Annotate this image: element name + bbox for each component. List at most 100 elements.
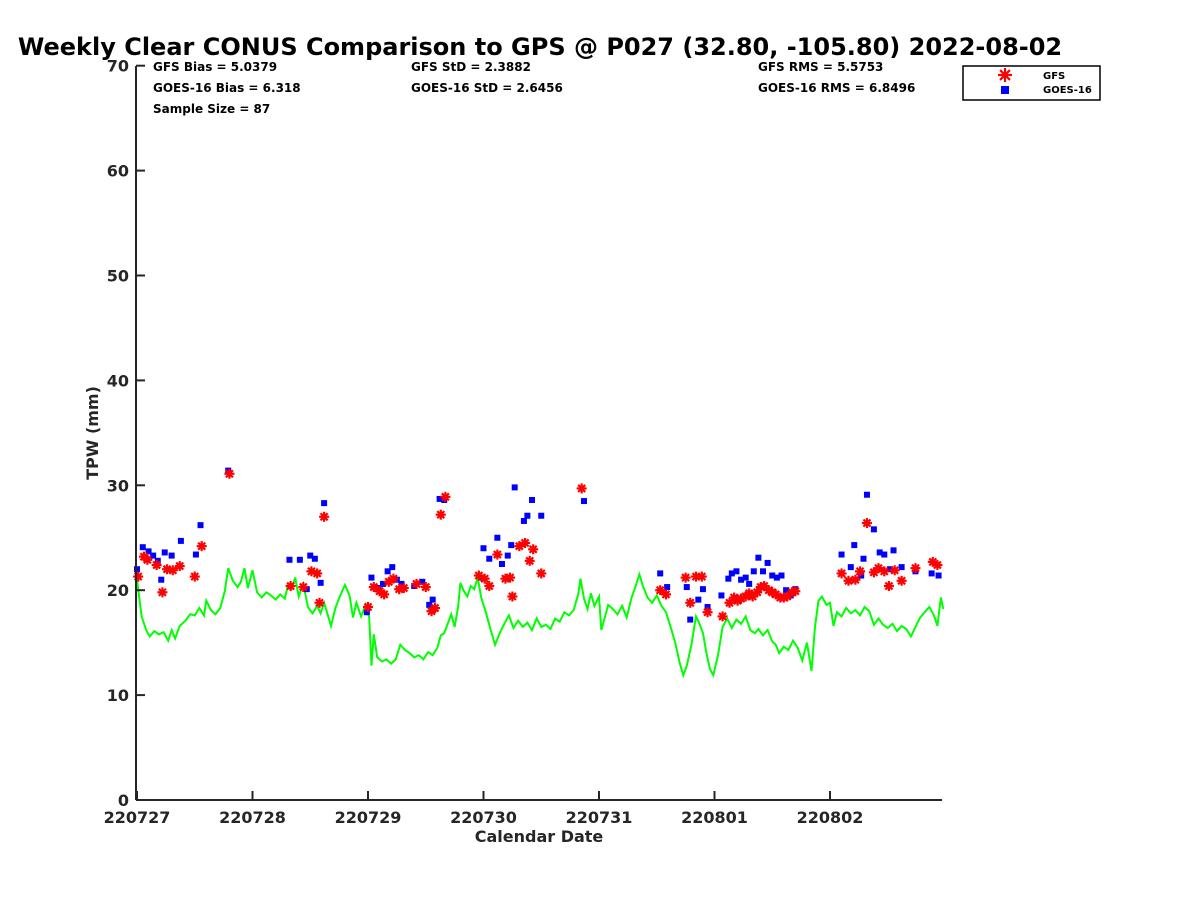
green-line-layer <box>136 567 945 679</box>
goes16-point <box>870 526 877 533</box>
x-tick-label: 220728 <box>219 808 286 827</box>
gfs-point <box>889 565 900 576</box>
y-tick-label: 40 <box>107 371 129 390</box>
goes16-point <box>494 534 501 541</box>
gfs-point <box>435 509 446 520</box>
goes16-point <box>384 568 391 575</box>
goes16-point <box>429 596 436 603</box>
gfs-point-stroke <box>855 567 865 576</box>
x-ticks: 220727 220728 220729 220730 220731 220801 2208… <box>104 791 864 827</box>
goes16-point <box>145 548 152 555</box>
gfs-point-stroke <box>525 556 535 566</box>
goes16-point <box>838 551 845 558</box>
gfs-point-stroke <box>844 576 853 586</box>
goes16-point <box>718 592 725 599</box>
gfs-point-stroke <box>315 598 324 608</box>
goes16-point <box>524 512 531 519</box>
gfs-point-stroke <box>791 586 800 596</box>
goes16-point <box>508 542 515 549</box>
gfs-point <box>883 581 894 592</box>
gfs-point-stroke <box>286 581 295 591</box>
x-tick-label: 220802 <box>797 808 864 827</box>
gfs-point-stroke <box>837 569 846 578</box>
gfs-point-stroke <box>681 573 690 582</box>
stats-annotations: GFS Bias = 5.0379 GFS StD = 2.3882 GFS RMS… <box>153 60 915 116</box>
gfs-point-stroke <box>379 590 389 599</box>
goes16-point <box>296 556 303 563</box>
goes16-point <box>699 586 706 593</box>
goes16-point <box>161 549 168 556</box>
goes16-point <box>881 551 888 558</box>
goes16-point <box>863 491 870 498</box>
gfs-point <box>717 611 728 622</box>
gfs-point-stroke <box>474 571 484 580</box>
goes16-point <box>935 572 942 579</box>
gfs-point <box>484 581 495 592</box>
gfs-point <box>285 581 296 592</box>
gfs-point-stroke <box>421 582 431 592</box>
gfs-point-stroke <box>661 590 671 599</box>
goes16-point <box>928 570 935 577</box>
gfs-point <box>167 565 178 576</box>
gfs-point-stroke <box>363 602 373 612</box>
legend-gfs-marker <box>998 68 1012 82</box>
goes16-point <box>890 547 897 554</box>
gfs-point <box>507 591 518 602</box>
gfs-point <box>759 581 770 592</box>
goes16-point <box>876 549 883 556</box>
goes16-point <box>728 570 735 577</box>
goes16-point <box>426 601 433 608</box>
goes16-point <box>847 564 854 571</box>
x-tick-label: 220801 <box>681 808 748 827</box>
goes16-point <box>317 579 324 586</box>
gfs-point-stroke <box>718 612 727 621</box>
goes16-point <box>150 552 157 559</box>
gfs-point-stroke <box>197 541 206 551</box>
goes16-point <box>742 574 749 581</box>
gfs-point-stroke <box>879 567 889 576</box>
goes16-point <box>704 603 711 610</box>
stat-text: GFS RMS = 5.5753 <box>758 60 883 74</box>
gfs-point-stroke <box>168 565 178 575</box>
gfs-point-stroke <box>577 484 586 493</box>
goes16-point <box>538 512 545 519</box>
goes16-point <box>687 616 694 623</box>
y-axis-label: TPW (mm) <box>83 386 102 480</box>
goes16-point <box>738 576 745 583</box>
goes16-point <box>192 551 199 558</box>
goes16-point <box>783 587 790 594</box>
goes16-point <box>683 584 690 591</box>
gfs-point <box>702 607 713 618</box>
gfs-point-stroke <box>307 567 316 576</box>
gfs-point <box>879 566 890 577</box>
goes16-point <box>498 560 505 567</box>
gfs-point-stroke <box>190 572 200 581</box>
goes16-point <box>168 552 175 559</box>
goes16-point <box>746 580 753 587</box>
goes16-point <box>725 575 732 582</box>
gfs-point <box>363 601 373 612</box>
gfs-point <box>850 574 861 585</box>
gfs-point-stroke <box>436 510 446 519</box>
x-tick-label: 220730 <box>450 808 517 827</box>
gfs-point-stroke <box>851 575 860 585</box>
goes16-point <box>898 564 905 571</box>
gfs-point <box>520 537 531 548</box>
gfs-point-stroke <box>143 555 152 565</box>
goes16-point <box>368 574 375 581</box>
gfs-point-stroke <box>536 569 546 578</box>
gfs-point-stroke <box>928 557 938 567</box>
gfs-point <box>312 568 323 579</box>
y-tick-label: 50 <box>107 267 129 286</box>
gfs-point-stroke <box>508 592 517 601</box>
goes16-point <box>504 552 511 559</box>
goes16-point <box>764 559 771 566</box>
axes: 0 10 20 30 40 50 60 70 220727 220728 220729 220730… <box>104 57 942 827</box>
gfs-point-stroke <box>771 590 781 599</box>
gfs-point-stroke <box>759 581 769 591</box>
goes16-point <box>380 580 387 587</box>
gfs-point <box>492 549 503 560</box>
gfs-point <box>660 589 671 600</box>
legend-goes16-label: GOES-16 <box>1043 85 1092 96</box>
gfs-point <box>440 491 451 502</box>
